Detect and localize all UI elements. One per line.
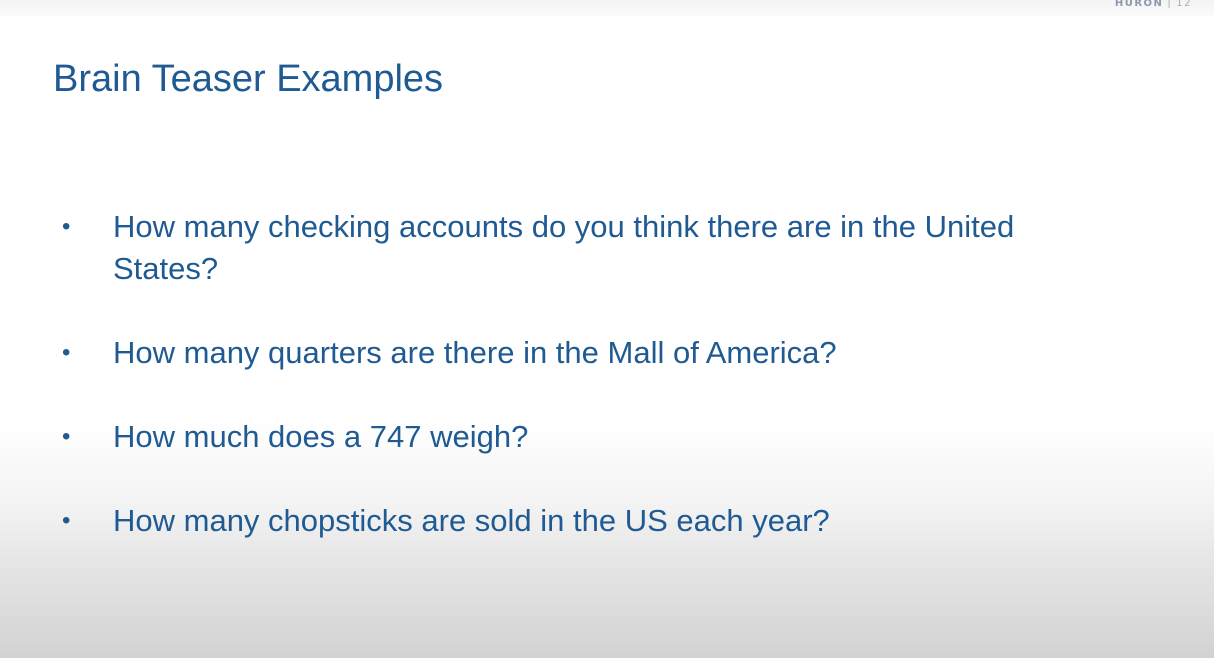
bullet-text: How many checking accounts do you think … xyxy=(113,209,1015,286)
bullet-list: • How many checking accounts do you thin… xyxy=(62,206,1062,542)
brand-separator: | xyxy=(1167,0,1173,9)
bullet-text: How many quarters are there in the Mall … xyxy=(113,335,837,370)
bullet-item: • How many chopsticks are sold in the US… xyxy=(62,500,1062,542)
bullet-text: How many chopsticks are sold in the US e… xyxy=(113,503,830,538)
bullet-dot-icon: • xyxy=(62,423,71,450)
slide-title: Brain Teaser Examples xyxy=(53,58,444,100)
bullet-item: • How much does a 747 weigh? xyxy=(62,416,1062,458)
brand-footer: HURON | 12 xyxy=(1115,0,1192,9)
bullet-item: • How many quarters are there in the Mal… xyxy=(62,332,1062,374)
bullet-dot-icon: • xyxy=(62,507,71,534)
bullet-text: How much does a 747 weigh? xyxy=(113,419,529,454)
top-strip xyxy=(0,0,1214,16)
bullet-item: • How many checking accounts do you thin… xyxy=(62,206,1062,290)
brand-name: HURON xyxy=(1114,0,1164,9)
bullet-dot-icon: • xyxy=(62,339,71,366)
page-number: 12 xyxy=(1176,0,1192,9)
bullet-dot-icon: • xyxy=(62,213,71,240)
